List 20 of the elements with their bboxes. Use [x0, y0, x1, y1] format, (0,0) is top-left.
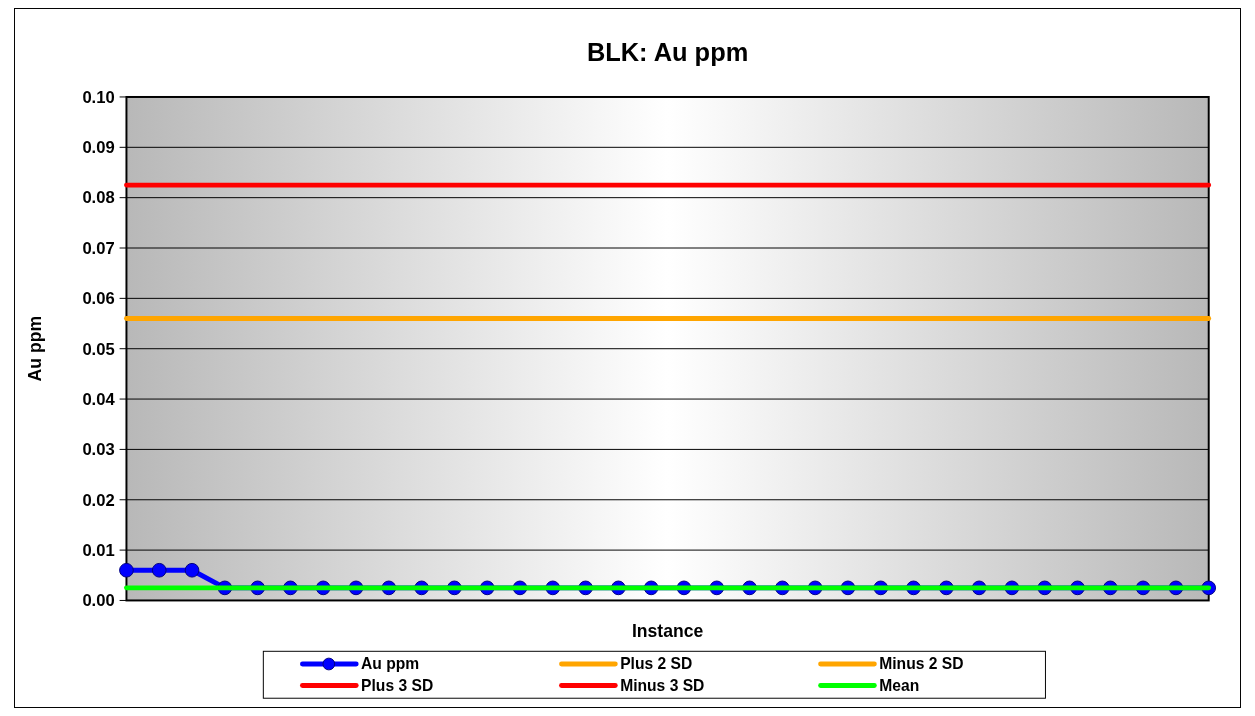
y-tick-label: 0.06 — [82, 289, 115, 309]
legend-label: Plus 3 SD — [361, 676, 434, 694]
y-tick-label: 0.03 — [82, 440, 115, 460]
legend-label: Minus 3 SD — [620, 676, 705, 694]
chart-title: BLK: Au ppm — [586, 37, 749, 66]
y-tick-label: 0.08 — [82, 188, 115, 208]
y-axis-title: Au ppm — [25, 316, 46, 382]
y-tick-label: 0.02 — [82, 490, 115, 510]
y-tick-label: 0.07 — [82, 238, 115, 258]
y-tick-label: 0.10 — [82, 87, 115, 107]
y-tick-label: 0.00 — [82, 591, 115, 611]
y-tick-label: 0.09 — [82, 138, 115, 158]
y-tick-label: 0.05 — [82, 339, 115, 359]
y-tick-label: 0.01 — [82, 540, 115, 560]
legend-label: Au ppm — [361, 655, 420, 673]
x-axis-title: Instance — [631, 620, 704, 641]
legend-label: Plus 2 SD — [620, 655, 693, 673]
legend-label: Minus 2 SD — [879, 655, 964, 673]
legend-label: Mean — [879, 676, 920, 694]
y-tick-label: 0.04 — [82, 389, 116, 409]
